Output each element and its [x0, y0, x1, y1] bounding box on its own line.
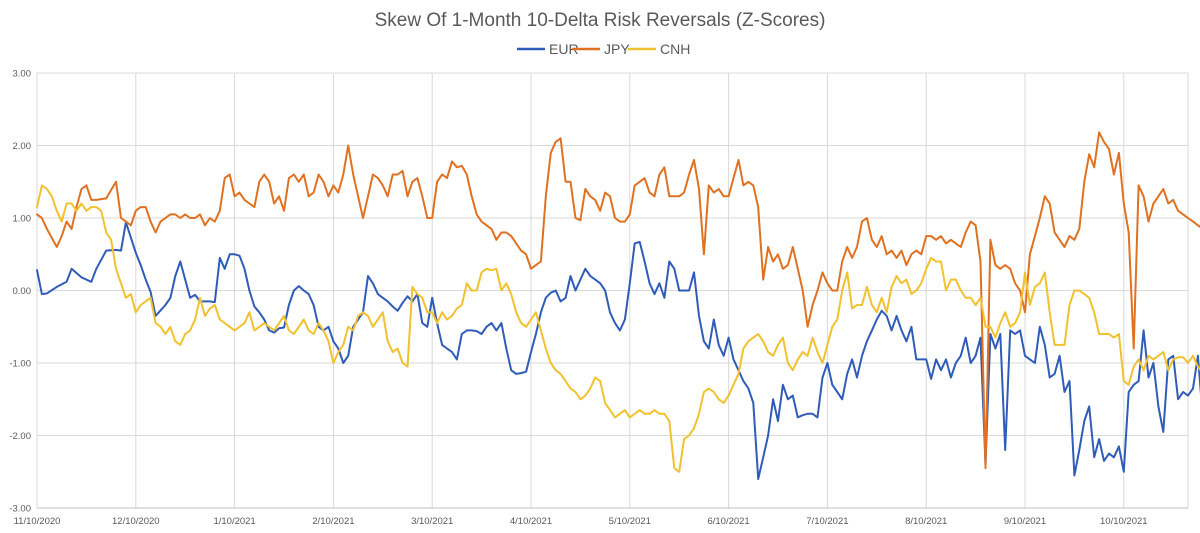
legend-label-eur: EUR [549, 41, 579, 57]
series-line-cnh [36, 184, 1200, 473]
y-tick-label: 2.00 [13, 141, 32, 152]
series-line-jpy [36, 131, 1200, 470]
series-line-eur [36, 221, 1200, 480]
legend: EUR JPY CNH [517, 41, 690, 57]
y-tick-label: -3.00 [9, 504, 31, 515]
x-tick-label: 4/10/2021 [510, 516, 552, 527]
x-tick-label: 12/10/2020 [112, 516, 160, 527]
x-tick-label: 8/10/2021 [905, 516, 947, 527]
y-tick-label: -2.00 [9, 431, 31, 442]
x-tick-label: 2/10/2021 [312, 516, 354, 527]
x-tick-label: 11/10/2020 [14, 516, 61, 527]
x-tick-label: 3/10/2021 [411, 516, 453, 527]
y-axis: 3.00 2.00 1.00 0.00 -1.00 -2.00 -3.00 [9, 69, 31, 515]
y-tick-label: -1.00 [9, 359, 31, 370]
y-tick-label: 3.00 [13, 69, 32, 80]
x-tick-label: 10/10/2021 [1100, 516, 1148, 527]
legend-item-eur: EUR [517, 41, 579, 57]
x-tick-label: 5/10/2021 [609, 516, 651, 527]
chart-title: Skew Of 1-Month 10-Delta Risk Reversals … [375, 10, 826, 31]
x-axis: 11/10/2020 12/10/2020 1/10/2021 2/10/2021 3/… [14, 516, 1148, 527]
gridlines [36, 72, 1189, 509]
legend-label-jpy: JPY [604, 41, 630, 57]
series-lines [36, 131, 1200, 480]
y-tick-label: 1.00 [13, 214, 32, 225]
y-tick-label: 0.00 [13, 286, 32, 297]
x-tick-label: 7/10/2021 [806, 516, 848, 527]
x-tick-label: 9/10/2021 [1004, 516, 1046, 527]
legend-item-cnh: CNH [628, 41, 690, 57]
legend-item-jpy: JPY [572, 41, 630, 57]
legend-label-cnh: CNH [660, 41, 690, 57]
x-tick-label: 1/10/2021 [213, 516, 255, 527]
x-tick-label: 6/10/2021 [707, 516, 749, 527]
